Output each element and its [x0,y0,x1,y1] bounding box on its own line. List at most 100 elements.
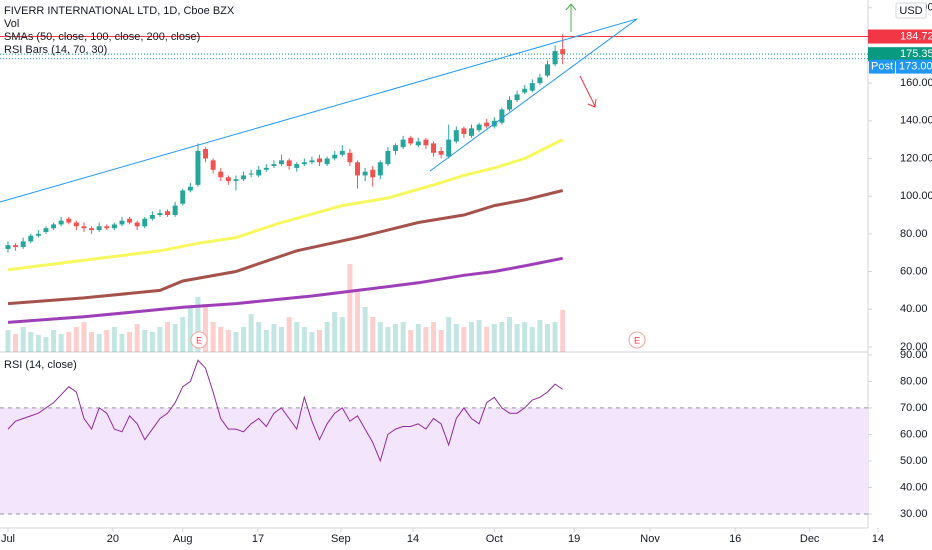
candle-body [263,167,269,170]
candle-body [446,139,452,157]
down-arrow [579,75,597,108]
candle-body [149,215,155,219]
y-tick-label: 80.00 [900,375,928,387]
volume-bar [339,317,345,352]
volume-bar [446,317,452,352]
currency[interactable]: USD [899,5,922,17]
candle-body [241,175,247,180]
candle-body [142,218,148,227]
volume-bar [355,292,361,352]
earnings-marker[interactable] [190,331,208,349]
price-label: 175.35 [900,48,932,60]
candle-body [20,241,26,248]
volume-bar [286,317,292,352]
candle-body [438,150,444,155]
candle-body [210,160,216,170]
volume-bar [552,322,558,352]
x-tick-label: Jul [1,533,15,545]
volume-bar [13,334,19,352]
y-tick-label: 90.00 [900,349,928,361]
x-tick-label: Sep [331,533,351,545]
candle-body [484,122,490,127]
x-tick-label: 19 [568,533,580,545]
candle-body [499,109,505,123]
y-tick-label: 80.00 [900,228,928,240]
volume-bar [438,330,444,352]
candle-body [5,245,11,249]
drawings [0,3,638,203]
volume-bar [453,324,459,352]
volume-bar [271,324,277,352]
volume-bar [423,327,429,352]
volume-bar [393,324,399,352]
candle-body [43,228,49,232]
candle-body [370,169,376,178]
candle-body [286,160,292,167]
volume-bar [142,330,148,352]
candle-body [134,222,140,227]
volume-bar [537,320,543,352]
volume-bar [20,327,26,352]
candle-body [104,226,110,229]
y-tick-label: 30.00 [900,508,928,520]
candle-body [248,173,254,175]
volume-bar [104,330,110,352]
volume-bar [58,334,64,352]
volume-bar [28,332,34,352]
volume-bar [514,324,520,352]
earnings-marker[interactable] [628,331,646,349]
candle-body [51,224,57,229]
candle-body [514,94,520,101]
volume-bar [256,322,262,352]
candle-body [423,139,429,146]
currency-box[interactable] [895,2,927,19]
volume-bar [149,332,155,352]
sma-line [7,189,564,306]
candle-body [35,233,41,236]
volume-bar [347,264,353,352]
y-tick-label: 140.00 [900,115,932,127]
volume-bar [461,327,467,352]
y-tick-label: 60.00 [900,265,928,277]
candle-body [233,179,239,182]
volume-bar [431,322,437,352]
candle-body [13,245,19,248]
candle-body [157,213,163,216]
volume-bar [89,332,95,352]
candle-body [28,235,34,242]
candle-body [195,150,201,185]
price-label-box [896,59,932,74]
candle-body [309,160,315,163]
volume-bar [279,327,285,352]
candle-body [544,64,550,76]
volume-bar [96,334,102,352]
price-label-box [868,29,932,44]
volume-bar [400,322,406,352]
earnings-label: E [634,335,640,345]
price-tag-box [869,59,895,74]
price-label-box [868,47,932,62]
volume-bar [476,320,482,352]
volume-bar [248,314,254,352]
candle-body [324,158,330,165]
volume-bar [332,312,338,352]
legend-entry: RSI Bars (14, 70, 30) [4,44,107,56]
volume-bar [263,330,269,352]
volume-bar [241,327,247,352]
candle-body [393,145,399,151]
y-tick-label: 50.00 [900,455,928,467]
candle-body [537,77,543,84]
volume-bar [66,332,72,352]
volume-bar [362,307,368,352]
volume-bar [218,327,224,352]
rsi-line [7,359,563,463]
candle-body [355,162,361,176]
candle-body [415,141,421,146]
volume-bar [225,330,231,352]
x-tick-label: Oct [486,533,503,545]
legend: FIVERR INTERNATIONAL LTD, 1D, Cboe BZX V… [4,5,235,371]
candle-body [73,222,79,227]
x-tick-label: 16 [729,533,741,545]
volume-bar [195,297,201,352]
